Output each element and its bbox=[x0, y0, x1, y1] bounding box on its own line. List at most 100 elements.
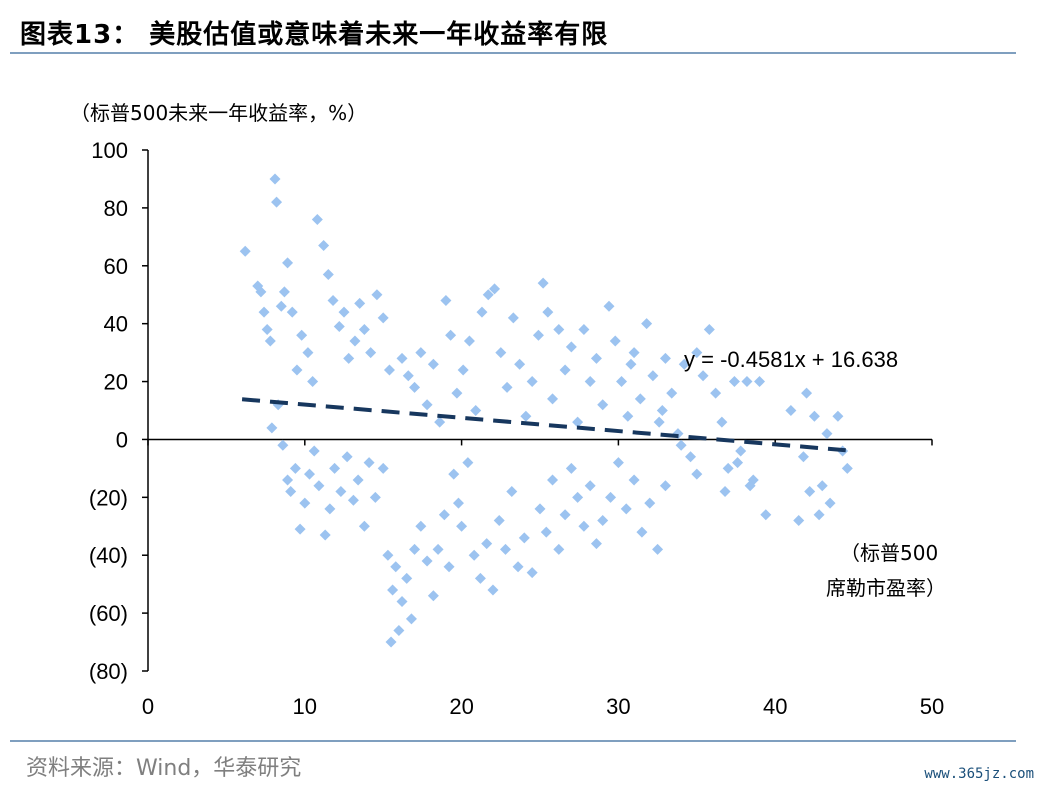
x-tick-label: 40 bbox=[763, 694, 787, 719]
scatter-point bbox=[258, 306, 270, 318]
scatter-point bbox=[329, 462, 341, 474]
scatter-point bbox=[572, 491, 584, 503]
scatter-point bbox=[396, 596, 408, 608]
scatter-point bbox=[294, 523, 306, 535]
trendline-layer bbox=[241, 397, 846, 453]
scatter-point bbox=[285, 486, 297, 498]
scatter-point bbox=[526, 567, 538, 579]
scatter-point bbox=[324, 503, 336, 515]
scatter-point bbox=[296, 329, 308, 341]
scatter-point bbox=[584, 480, 596, 492]
scatter-point bbox=[652, 543, 664, 555]
chart-title: 图表13： 美股估值或意味着未来一年收益率有限 bbox=[20, 20, 609, 50]
scatter-point bbox=[597, 514, 609, 526]
scatter-point bbox=[448, 468, 460, 480]
scatter-point bbox=[387, 584, 399, 596]
source-note: 资料来源：Wind，华泰研究 bbox=[26, 756, 302, 781]
scatter-point bbox=[463, 335, 475, 347]
scatter-point bbox=[512, 561, 524, 573]
scatter-point bbox=[625, 358, 637, 370]
scatter-point bbox=[537, 277, 549, 289]
scatter-point bbox=[277, 439, 289, 451]
scatter-point bbox=[785, 405, 797, 416]
scatter-point bbox=[456, 520, 468, 532]
scatter-point bbox=[813, 509, 825, 521]
scatter-point bbox=[383, 364, 395, 376]
y-tick-label: (40) bbox=[89, 543, 128, 568]
scatter-point bbox=[801, 387, 813, 399]
scatter-point bbox=[307, 376, 319, 388]
scatter-point bbox=[405, 613, 417, 625]
scatter-point bbox=[402, 370, 414, 382]
scatter-point bbox=[636, 526, 648, 538]
scatter-point bbox=[542, 306, 554, 318]
scatter-point bbox=[343, 352, 355, 364]
scatter-point bbox=[349, 335, 361, 347]
scatter-point bbox=[401, 572, 413, 584]
scatter-point bbox=[282, 474, 294, 486]
scatter-point bbox=[445, 329, 457, 341]
scatter-point bbox=[547, 474, 559, 486]
y-tick-label: 60 bbox=[104, 254, 128, 279]
scatter-point bbox=[675, 439, 687, 451]
scatter-point bbox=[271, 196, 283, 208]
points-layer bbox=[239, 173, 853, 648]
scatter-point bbox=[797, 451, 809, 463]
scatter-point bbox=[347, 494, 359, 506]
scatter-point bbox=[393, 624, 405, 636]
scatter-point bbox=[526, 376, 538, 388]
scatter-point bbox=[396, 352, 408, 364]
scatter-point bbox=[832, 410, 844, 422]
y-tick-label: 40 bbox=[104, 312, 128, 337]
scatter-point bbox=[358, 323, 370, 335]
scatter-point bbox=[302, 347, 314, 359]
scatter-point bbox=[313, 480, 325, 492]
scatter-point bbox=[732, 457, 744, 469]
scatter-point bbox=[269, 173, 281, 185]
scatter-point bbox=[824, 497, 836, 509]
scatter-point bbox=[421, 399, 433, 411]
scatter-point bbox=[457, 364, 469, 376]
scatter-point bbox=[578, 520, 590, 532]
scatter-point bbox=[266, 422, 278, 434]
scatter-point bbox=[841, 462, 853, 474]
scatter-point bbox=[487, 584, 499, 596]
scatter-point bbox=[311, 213, 323, 225]
scatter-point bbox=[685, 451, 697, 463]
scatter-point bbox=[816, 480, 828, 492]
scatter-point bbox=[647, 370, 659, 382]
y-tick-label: (20) bbox=[89, 485, 128, 510]
scatter-point bbox=[335, 486, 347, 498]
scatter-point bbox=[628, 474, 640, 486]
scatter-point bbox=[609, 335, 621, 347]
scatter-point bbox=[462, 457, 474, 469]
scatter-point bbox=[352, 474, 364, 486]
scatter-point bbox=[659, 352, 671, 364]
x-tick-label: 50 bbox=[920, 694, 944, 719]
scatter-point bbox=[318, 240, 330, 252]
scatter-point bbox=[678, 358, 690, 370]
scatter-point bbox=[493, 514, 505, 526]
scatter-point bbox=[710, 387, 722, 399]
scatter-point bbox=[603, 300, 615, 312]
scatter-point bbox=[735, 445, 747, 457]
scatter-point bbox=[644, 497, 656, 509]
scatter-point bbox=[719, 486, 731, 498]
scatter-point bbox=[261, 323, 273, 335]
scatter-point bbox=[239, 245, 251, 257]
scatter-point bbox=[534, 503, 546, 515]
scatter-point bbox=[697, 370, 709, 382]
scatter-point bbox=[565, 462, 577, 474]
scatter-point bbox=[278, 286, 290, 298]
scatter-point bbox=[553, 323, 565, 335]
scatter-point bbox=[656, 405, 668, 416]
scatter-point bbox=[578, 323, 590, 335]
y-tick-label: 0 bbox=[116, 427, 128, 452]
scatter-point bbox=[468, 549, 480, 561]
scatter-point bbox=[495, 347, 507, 359]
x-axis-title-line1: （标普500 bbox=[840, 541, 938, 565]
scatter-point bbox=[532, 329, 544, 341]
scatter-point bbox=[744, 480, 756, 492]
scatter-point bbox=[514, 358, 526, 370]
